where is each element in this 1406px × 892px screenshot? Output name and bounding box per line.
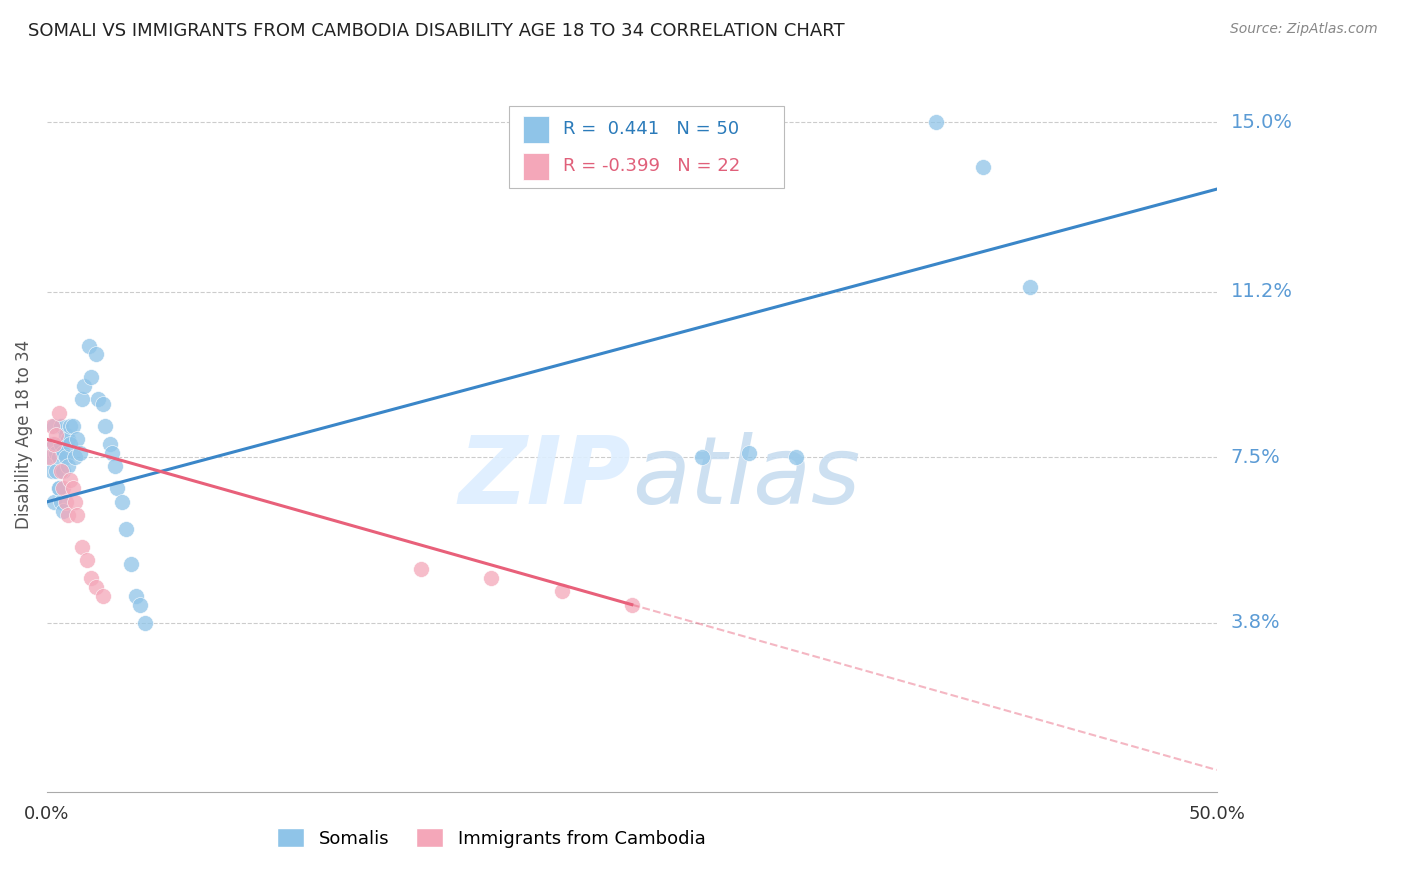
Bar: [523, 116, 548, 143]
Point: [105, 482, 128, 496]
Point: [45, 446, 67, 460]
Point: [52, 464, 75, 478]
Point: [55, 450, 77, 465]
Point: [42, 418, 65, 433]
Point: [550, 584, 572, 599]
Point: [41, 464, 63, 478]
Text: R =  0.441   N = 50: R = 0.441 N = 50: [562, 120, 740, 138]
Point: [70, 392, 93, 406]
Point: [48, 450, 70, 465]
Point: [59, 418, 82, 433]
Point: [129, 598, 152, 612]
Point: [411, 562, 433, 576]
Bar: [523, 153, 548, 180]
Text: atlas: atlas: [631, 433, 860, 524]
Point: [66, 508, 89, 523]
Point: [690, 450, 713, 465]
Point: [481, 571, 503, 585]
Point: [91, 589, 114, 603]
Text: Source: ZipAtlas.com: Source: ZipAtlas.com: [1230, 22, 1378, 37]
Point: [59, 437, 82, 451]
Point: [77, 338, 100, 352]
Point: [48, 482, 70, 496]
Point: [48, 405, 70, 419]
Text: 15.0%: 15.0%: [1230, 112, 1292, 132]
Point: [42, 437, 65, 451]
Point: [80, 369, 103, 384]
Point: [56, 508, 79, 523]
Point: [80, 571, 103, 585]
Point: [38, 450, 60, 465]
Point: [42, 495, 65, 509]
Point: [66, 433, 89, 447]
Y-axis label: Disability Age 18 to 34: Disability Age 18 to 34: [15, 341, 32, 530]
Point: [76, 553, 98, 567]
Point: [63, 450, 86, 465]
Point: [91, 396, 114, 410]
Text: ZIP: ZIP: [458, 432, 631, 524]
Point: [1018, 280, 1040, 294]
Point: [48, 482, 70, 496]
Point: [925, 115, 948, 129]
Point: [62, 418, 84, 433]
Point: [49, 418, 72, 433]
Point: [38, 450, 60, 465]
Point: [59, 473, 82, 487]
Point: [104, 459, 127, 474]
Point: [111, 495, 134, 509]
Point: [56, 433, 79, 447]
Point: [87, 392, 110, 406]
Point: [52, 446, 75, 460]
Point: [41, 418, 63, 433]
Point: [972, 160, 994, 174]
Text: SOMALI VS IMMIGRANTS FROM CAMBODIA DISABILITY AGE 18 TO 34 CORRELATION CHART: SOMALI VS IMMIGRANTS FROM CAMBODIA DISAB…: [28, 22, 845, 40]
Point: [738, 446, 761, 460]
Point: [73, 378, 96, 392]
Text: 7.5%: 7.5%: [1230, 448, 1281, 467]
Point: [115, 522, 138, 536]
Point: [52, 504, 75, 518]
Point: [55, 428, 77, 442]
Point: [69, 446, 91, 460]
Point: [70, 540, 93, 554]
Text: R = -0.399   N = 22: R = -0.399 N = 22: [562, 158, 740, 176]
Point: [84, 580, 107, 594]
Point: [620, 598, 643, 612]
Point: [134, 615, 156, 630]
Point: [49, 495, 72, 509]
Point: [56, 459, 79, 474]
FancyBboxPatch shape: [509, 106, 785, 188]
Text: 3.8%: 3.8%: [1230, 613, 1281, 632]
Point: [94, 418, 117, 433]
Point: [49, 464, 72, 478]
Point: [49, 437, 72, 451]
Point: [120, 558, 142, 572]
Point: [63, 495, 86, 509]
Point: [45, 464, 67, 478]
Point: [101, 446, 124, 460]
Point: [125, 589, 148, 603]
Point: [55, 495, 77, 509]
Point: [785, 450, 807, 465]
Point: [62, 482, 84, 496]
Point: [41, 437, 63, 451]
Point: [45, 428, 67, 442]
Point: [52, 482, 75, 496]
Point: [84, 347, 107, 361]
Point: [98, 437, 121, 451]
Legend: Somalis, Immigrants from Cambodia: Somalis, Immigrants from Cambodia: [270, 821, 713, 855]
Text: 11.2%: 11.2%: [1230, 283, 1292, 301]
